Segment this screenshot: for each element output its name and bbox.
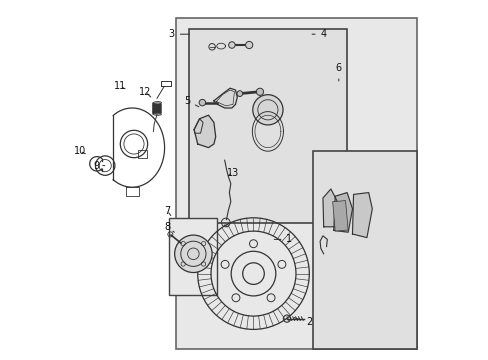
Bar	[137, 150, 146, 158]
Polygon shape	[194, 119, 203, 133]
Polygon shape	[352, 193, 371, 238]
Polygon shape	[322, 189, 337, 227]
Text: 3: 3	[168, 29, 189, 39]
Text: 2: 2	[293, 317, 312, 327]
Text: 1: 1	[274, 234, 292, 244]
Bar	[176, 18, 416, 349]
Circle shape	[174, 235, 212, 273]
Circle shape	[199, 99, 205, 106]
Text: 7: 7	[163, 206, 170, 216]
Text: 9: 9	[94, 161, 104, 171]
Polygon shape	[194, 115, 215, 148]
Bar	[312, 151, 416, 349]
Text: 13: 13	[226, 168, 239, 178]
Circle shape	[256, 88, 263, 95]
Bar	[168, 218, 217, 295]
Bar	[332, 201, 347, 231]
Text: 8: 8	[163, 222, 174, 232]
Text: 10: 10	[73, 146, 85, 156]
Bar	[188, 29, 346, 223]
Text: 6: 6	[335, 63, 341, 81]
Polygon shape	[333, 193, 352, 232]
Text: 4: 4	[311, 29, 326, 39]
Text: 12: 12	[139, 87, 151, 97]
Circle shape	[228, 42, 235, 48]
Text: 11: 11	[114, 81, 126, 91]
Circle shape	[245, 41, 252, 49]
Text: 5: 5	[183, 96, 199, 107]
Circle shape	[252, 95, 283, 125]
Polygon shape	[213, 88, 237, 108]
Circle shape	[237, 91, 242, 96]
